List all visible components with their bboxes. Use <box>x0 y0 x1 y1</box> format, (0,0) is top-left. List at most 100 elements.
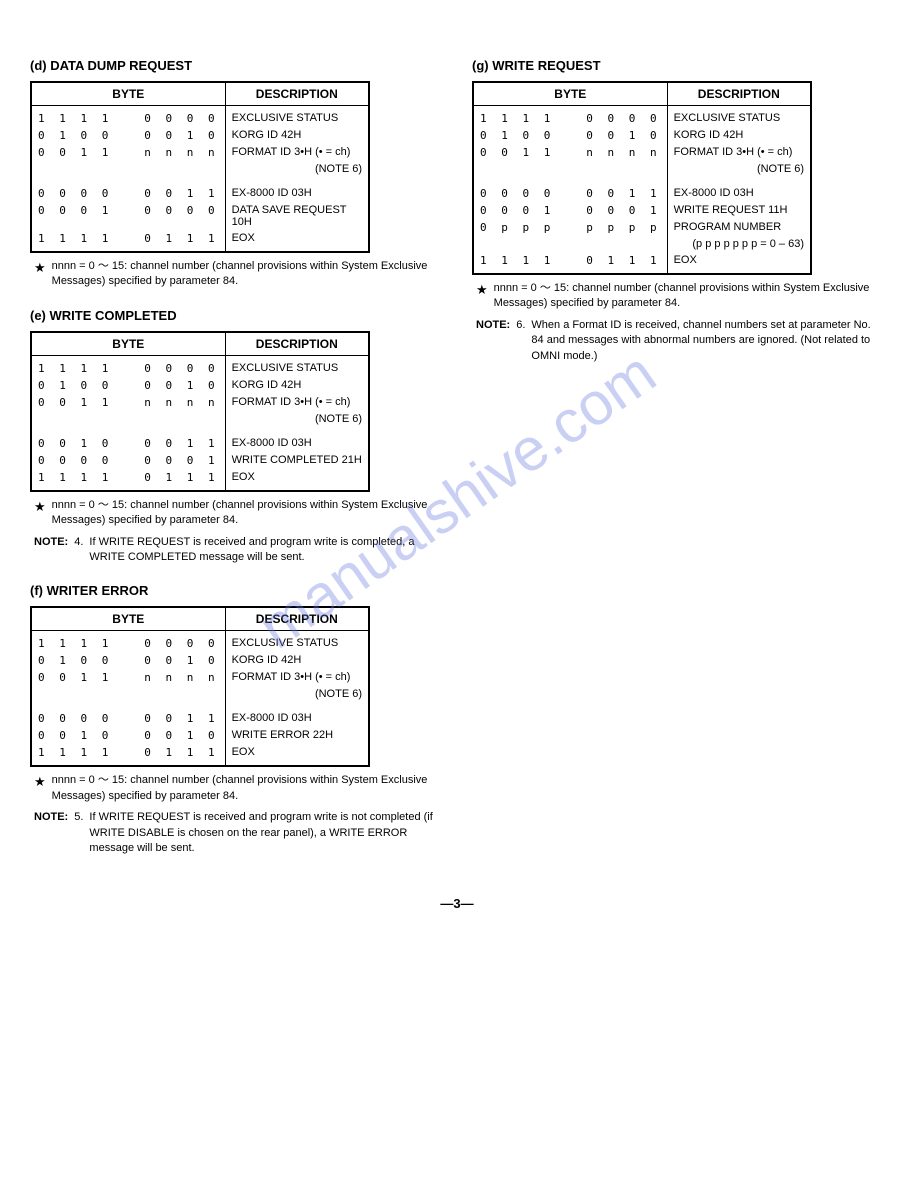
table-row: 1 1 1 1 0 0 0 0 <box>473 106 667 128</box>
table-row: 0 1 0 0 0 0 1 0 <box>473 127 667 144</box>
section-e-title: (e) WRITE COMPLETED <box>30 308 442 323</box>
table-row: 0 0 1 1 n n n n <box>473 144 667 161</box>
table-row: WRITE REQUEST 11H <box>667 202 811 219</box>
table-row: WRITE ERROR 22H <box>225 727 369 744</box>
table-row: EXCLUSIVE STATUS <box>225 355 369 377</box>
table-row: (p p p p p p p = 0 – 63) <box>667 236 811 252</box>
note-5-text: If WRITE REQUEST is received and program… <box>89 810 442 856</box>
table-row: 0 1 0 0 0 0 1 0 <box>31 652 225 669</box>
table-row: EX-8000 ID 03H <box>225 706 369 727</box>
table-row: KORG ID 42H <box>225 652 369 669</box>
table-row: WRITE COMPLETED 21H <box>225 452 369 469</box>
star-icon: ★ <box>34 259 46 290</box>
note-4: NOTE: 4. If WRITE REQUEST is received an… <box>30 535 442 566</box>
table-e: BYTE DESCRIPTION 1 1 1 1 0 0 0 0EXCLUSIV… <box>30 331 370 492</box>
table-e-desc-header: DESCRIPTION <box>225 332 369 356</box>
table-e-byte-header: BYTE <box>31 332 225 356</box>
table-row <box>473 236 667 252</box>
table-row: 0 0 0 0 0 0 1 1 <box>31 181 225 202</box>
footnote-g-text: nnnn = 0 ～ 15: channel number (channel p… <box>494 281 884 312</box>
section-g-title: (g) WRITE REQUEST <box>472 58 884 73</box>
table-row: 0 0 0 0 0 0 1 1 <box>473 181 667 202</box>
right-column: (g) WRITE REQUEST BYTE DESCRIPTION 1 1 1… <box>472 40 884 856</box>
table-row: EOX <box>225 230 369 252</box>
table-g: BYTE DESCRIPTION 1 1 1 1 0 0 0 0EXCLUSIV… <box>472 81 812 275</box>
note-label: NOTE: <box>34 810 68 856</box>
footnote-g: ★ nnnn = 0 ～ 15: channel number (channel… <box>472 281 884 312</box>
table-row: FORMAT ID 3•H (• = ch) <box>225 669 369 686</box>
table-row: 0 0 0 0 0 0 0 1 <box>31 452 225 469</box>
table-g-desc-header: DESCRIPTION <box>667 82 811 106</box>
footnote-f: ★ nnnn = 0 ～ 15: channel number (channel… <box>30 773 442 804</box>
table-row: FORMAT ID 3•H (• = ch) <box>225 394 369 411</box>
table-row: KORG ID 42H <box>225 127 369 144</box>
table-d: BYTE DESCRIPTION 1 1 1 1 0 0 0 0EXCLUSIV… <box>30 81 370 253</box>
note-5: NOTE: 5. If WRITE REQUEST is received an… <box>30 810 442 856</box>
footnote-d: ★ nnnn = 0 ～ 15: channel number (channel… <box>30 259 442 290</box>
left-column: (d) DATA DUMP REQUEST BYTE DESCRIPTION 1… <box>30 40 442 856</box>
note-num: 5. <box>74 810 83 856</box>
note-label: NOTE: <box>34 535 68 566</box>
table-row: 0 0 1 1 n n n n <box>31 144 225 161</box>
section-d-title: (d) DATA DUMP REQUEST <box>30 58 442 73</box>
note-num: 4. <box>74 535 83 566</box>
table-row: 0 0 1 0 0 0 1 1 <box>31 431 225 452</box>
table-row: 1 1 1 1 0 1 1 1 <box>473 252 667 274</box>
star-icon: ★ <box>34 773 46 804</box>
table-row: EXCLUSIVE STATUS <box>225 631 369 653</box>
table-row: 0 p p p p p p p <box>473 219 667 236</box>
table-d-desc-header: DESCRIPTION <box>225 82 369 106</box>
table-row <box>31 411 225 431</box>
table-row: 1 1 1 1 0 0 0 0 <box>31 106 225 128</box>
footnote-d-text: nnnn = 0 ～ 15: channel number (channel p… <box>52 259 442 290</box>
note-label: NOTE: <box>476 318 510 364</box>
table-row: EX-8000 ID 03H <box>225 181 369 202</box>
table-row: 0 0 1 0 0 0 1 0 <box>31 727 225 744</box>
table-g-byte-header: BYTE <box>473 82 667 106</box>
table-row: 0 0 0 1 0 0 0 0 <box>31 202 225 230</box>
table-row: 1 1 1 1 0 0 0 0 <box>31 631 225 653</box>
table-row: 0 0 1 1 n n n n <box>31 394 225 411</box>
table-row: EXCLUSIVE STATUS <box>225 106 369 128</box>
table-row: (NOTE 6) <box>225 161 369 181</box>
table-row: FORMAT ID 3•H (• = ch) <box>667 144 811 161</box>
table-row: (NOTE 6) <box>225 411 369 431</box>
table-row: DATA SAVE REQUEST 10H <box>225 202 369 230</box>
table-row: 1 1 1 1 0 1 1 1 <box>31 230 225 252</box>
table-row: 0 0 1 1 n n n n <box>31 669 225 686</box>
footnote-e-text: nnnn = 0 ～ 15: channel number (channel p… <box>52 498 442 529</box>
table-row: EX-8000 ID 03H <box>225 431 369 452</box>
note-6: NOTE: 6. When a Format ID is received, c… <box>472 318 884 364</box>
table-row: (NOTE 6) <box>667 161 811 181</box>
table-row: EXCLUSIVE STATUS <box>667 106 811 128</box>
table-row: KORG ID 42H <box>667 127 811 144</box>
star-icon: ★ <box>34 498 46 529</box>
table-row: EOX <box>225 744 369 766</box>
table-row: PROGRAM NUMBER <box>667 219 811 236</box>
table-row: EOX <box>225 469 369 491</box>
table-row: 1 1 1 1 0 0 0 0 <box>31 355 225 377</box>
table-row: KORG ID 42H <box>225 377 369 394</box>
table-row: FORMAT ID 3•H (• = ch) <box>225 144 369 161</box>
table-row: EX-8000 ID 03H <box>667 181 811 202</box>
table-row: EOX <box>667 252 811 274</box>
table-row <box>31 161 225 181</box>
section-f-title: (f) WRITER ERROR <box>30 583 442 598</box>
table-row: 0 0 0 1 0 0 0 1 <box>473 202 667 219</box>
table-f: BYTE DESCRIPTION 1 1 1 1 0 0 0 0EXCLUSIV… <box>30 606 370 767</box>
two-column-layout: (d) DATA DUMP REQUEST BYTE DESCRIPTION 1… <box>30 40 884 856</box>
star-icon: ★ <box>476 281 488 312</box>
table-d-byte-header: BYTE <box>31 82 225 106</box>
table-f-byte-header: BYTE <box>31 607 225 631</box>
note-num: 6. <box>516 318 525 364</box>
table-row: (NOTE 6) <box>225 686 369 706</box>
footnote-e: ★ nnnn = 0 ～ 15: channel number (channel… <box>30 498 442 529</box>
table-row: 0 0 0 0 0 0 1 1 <box>31 706 225 727</box>
table-row: 1 1 1 1 0 1 1 1 <box>31 469 225 491</box>
table-row <box>31 686 225 706</box>
table-f-desc-header: DESCRIPTION <box>225 607 369 631</box>
table-row: 1 1 1 1 0 1 1 1 <box>31 744 225 766</box>
table-row <box>473 161 667 181</box>
table-row: 0 1 0 0 0 0 1 0 <box>31 127 225 144</box>
page-number: —3— <box>30 896 884 911</box>
